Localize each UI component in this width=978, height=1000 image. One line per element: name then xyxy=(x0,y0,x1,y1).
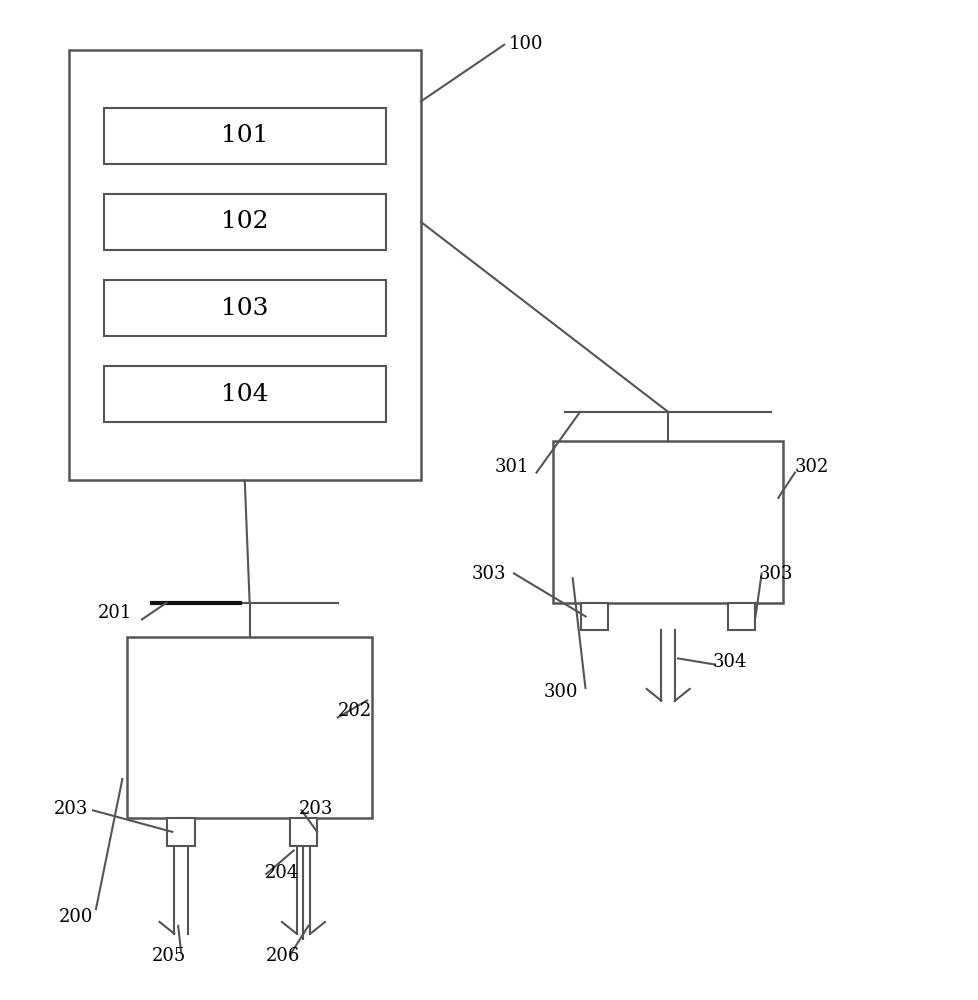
Text: 303: 303 xyxy=(471,565,506,583)
FancyBboxPatch shape xyxy=(68,50,421,480)
Text: 302: 302 xyxy=(794,458,828,476)
Text: 300: 300 xyxy=(543,683,577,701)
FancyBboxPatch shape xyxy=(127,637,372,818)
Text: 203: 203 xyxy=(54,800,88,818)
Text: 203: 203 xyxy=(298,800,333,818)
FancyBboxPatch shape xyxy=(553,441,782,603)
Text: 103: 103 xyxy=(221,297,268,320)
Text: 301: 301 xyxy=(494,458,528,476)
FancyBboxPatch shape xyxy=(580,603,607,630)
Text: 201: 201 xyxy=(98,604,132,622)
FancyBboxPatch shape xyxy=(167,818,195,846)
FancyBboxPatch shape xyxy=(104,194,385,250)
FancyBboxPatch shape xyxy=(289,818,317,846)
FancyBboxPatch shape xyxy=(104,366,385,422)
Text: 303: 303 xyxy=(758,565,792,583)
Text: 101: 101 xyxy=(221,124,268,147)
FancyBboxPatch shape xyxy=(728,603,755,630)
Text: 304: 304 xyxy=(712,653,746,671)
Text: 206: 206 xyxy=(266,947,300,965)
Text: 102: 102 xyxy=(221,210,268,233)
Text: 205: 205 xyxy=(152,947,186,965)
Text: 204: 204 xyxy=(264,864,298,882)
Text: 104: 104 xyxy=(221,383,268,406)
FancyBboxPatch shape xyxy=(104,280,385,336)
Text: 200: 200 xyxy=(59,908,93,926)
Text: 100: 100 xyxy=(509,35,543,53)
Text: 202: 202 xyxy=(337,702,372,720)
FancyBboxPatch shape xyxy=(104,108,385,164)
